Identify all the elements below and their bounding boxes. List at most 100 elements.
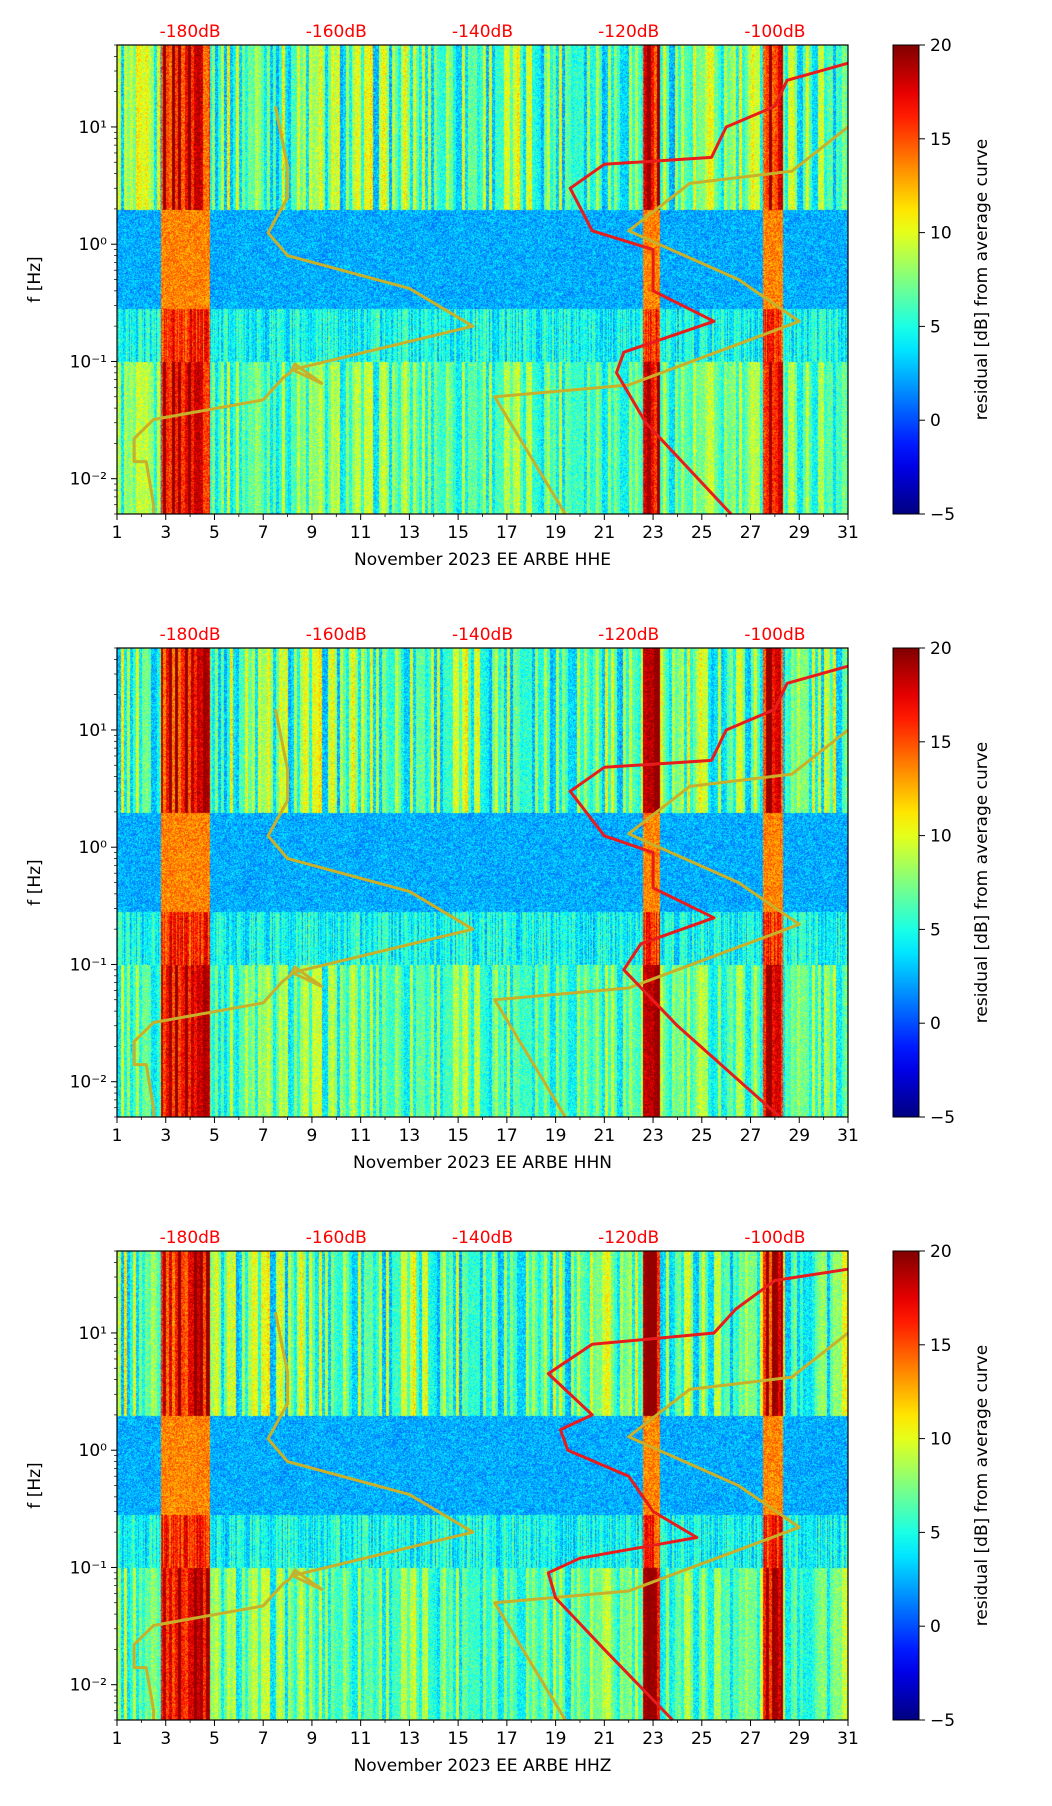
x-tick-label: 17	[496, 1729, 518, 1749]
colorbar-title: residual [dB] from average curve	[972, 139, 992, 420]
x-tick-label: 5	[209, 1729, 220, 1749]
x-tick-label: 25	[691, 1126, 713, 1146]
x-tick-label: 27	[740, 1729, 762, 1749]
curve-median-PSD	[568, 61, 849, 516]
y-tick-label: 10⁻¹	[70, 1558, 107, 1578]
x-tick-label: 27	[740, 523, 762, 543]
x-tick-label: 3	[160, 1126, 171, 1146]
curve-median-PSD	[546, 1267, 849, 1722]
db-scale-label: -100dB	[744, 22, 805, 42]
spectrogram-panel-hhz: 1 3 5 7 9 11 13 15 17 19 21 23 25 27 29 31 10⁻² 10⁻¹ 10⁰ 10…	[0, 1206, 1052, 1806]
x-axis-title: November 2023 EE ARBE HHN	[353, 1153, 612, 1173]
x-tick-label: 23	[642, 1126, 664, 1146]
spectrogram-image	[117, 45, 848, 514]
db-scale-label: -180dB	[160, 625, 221, 645]
x-tick-label: 29	[788, 523, 810, 543]
colorbar-tick-label: 0	[930, 1617, 941, 1637]
x-tick-label: 9	[307, 1126, 318, 1146]
db-scale-label: -140dB	[452, 1228, 513, 1248]
spectrogram-image	[117, 1251, 848, 1720]
x-tick-label: 1	[112, 523, 123, 543]
spectrogram-chart: 1 3 5 7 9 11 13 15 17 19 21 23 25 27 29 3110⁻²10⁻¹10⁰10…	[25, 625, 992, 1173]
colorbar-tick-label: 20	[930, 36, 952, 56]
colorbar-tick-label: 10	[930, 224, 952, 244]
spectrogram-chart: 1 3 5 7 9 11 13 15 17 19 21 23 25 27 29 3110⁻²10⁻¹10⁰10…	[25, 22, 992, 570]
y-axis-title: f [Hz]	[25, 256, 45, 302]
x-tick-label: 25	[691, 1729, 713, 1749]
x-tick-label: 23	[642, 1729, 664, 1749]
x-tick-label: 11	[350, 1729, 372, 1749]
colorbar-tick-label: 15	[930, 130, 952, 150]
spectrogram-panel-hhn: 1 3 5 7 9 11 13 15 17 19 21 23 25 27 29 31 10⁻² 10⁻¹ 10⁰ 10…	[0, 603, 1052, 1203]
y-axis-title: f [Hz]	[25, 859, 45, 905]
x-tick-label: 17	[496, 523, 518, 543]
x-tick-label: 13	[399, 1126, 421, 1146]
x-tick-label: 29	[788, 1126, 810, 1146]
y-tick-label: 10⁰	[79, 1441, 108, 1461]
x-tick-label: 1	[112, 1126, 123, 1146]
x-tick-label: 27	[740, 1126, 762, 1146]
db-scale-label: -160dB	[306, 22, 367, 42]
x-tick-label: 5	[209, 1126, 220, 1146]
db-scale-label: -140dB	[452, 22, 513, 42]
db-scale-label: -180dB	[160, 1228, 221, 1248]
x-tick-label: 11	[350, 523, 372, 543]
db-scale-label: -120dB	[598, 1228, 659, 1248]
y-axis-title: f [Hz]	[25, 1462, 45, 1508]
db-scale-label: -100dB	[744, 625, 805, 645]
curve-low-noise-model	[132, 106, 475, 514]
db-scale-label: -120dB	[598, 625, 659, 645]
x-tick-label: 11	[350, 1126, 372, 1146]
db-scale-label: -180dB	[160, 22, 221, 42]
colorbar-tick-label: 15	[930, 733, 952, 753]
x-axis-title: November 2023 EE ARBE HHE	[354, 550, 611, 570]
x-tick-label: 17	[496, 1126, 518, 1146]
x-tick-label: 9	[307, 523, 318, 543]
y-tick-label: 10⁻¹	[70, 352, 107, 372]
y-tick-label: 10⁻¹	[70, 955, 107, 975]
curve-high-noise-model	[493, 728, 849, 1118]
y-tick-label: 10¹	[79, 1324, 107, 1344]
x-tick-label: 7	[258, 523, 269, 543]
colorbar-tick-label: 0	[930, 411, 941, 431]
y-tick-label: 10⁻²	[70, 1073, 107, 1093]
x-tick-label: 15	[447, 1729, 469, 1749]
x-tick-label: 29	[788, 1729, 810, 1749]
curve-low-noise-model	[132, 709, 475, 1117]
x-tick-label: 21	[594, 1729, 616, 1749]
db-scale-label: -160dB	[306, 625, 367, 645]
db-scale-label: -160dB	[306, 1228, 367, 1248]
colorbar-tick-label: 20	[930, 1242, 952, 1262]
curve-median-PSD	[568, 664, 849, 1119]
x-tick-label: 15	[447, 1126, 469, 1146]
y-tick-label: 10⁻²	[70, 470, 107, 490]
spectrogram-image	[117, 648, 848, 1117]
x-tick-label: 19	[545, 523, 567, 543]
x-tick-label: 19	[545, 1729, 567, 1749]
x-tick-label: 21	[594, 1126, 616, 1146]
colorbar-tick-label: 5	[930, 317, 941, 337]
x-tick-label: 25	[691, 523, 713, 543]
spectrogram-panel-hhe: 1 3 5 7 9 11 13 15 17 19 21 23 25 27 29 31 10⁻² 10⁻¹ 10⁰ 10…	[0, 0, 1052, 600]
colorbar-title: residual [dB] from average curve	[972, 1345, 992, 1626]
colorbar	[892, 647, 920, 1118]
y-tick-label: 10¹	[79, 721, 107, 741]
y-tick-label: 10⁻²	[70, 1676, 107, 1696]
colorbar-tick-label: 10	[930, 1430, 952, 1450]
colorbar-title: residual [dB] from average curve	[972, 742, 992, 1023]
colorbar	[892, 44, 920, 515]
y-tick-label: 10¹	[79, 118, 107, 138]
x-tick-label: 19	[545, 1126, 567, 1146]
x-tick-label: 15	[447, 523, 469, 543]
x-tick-label: 1	[112, 1729, 123, 1749]
y-tick-label: 10⁰	[79, 235, 108, 255]
colorbar-tick-label: 20	[930, 639, 952, 659]
x-tick-label: 23	[642, 523, 664, 543]
x-tick-label: 31	[837, 1126, 859, 1146]
x-tick-label: 13	[399, 523, 421, 543]
x-tick-label: 7	[258, 1729, 269, 1749]
colorbar-tick-label: −5	[930, 1711, 955, 1731]
x-tick-label: 21	[594, 523, 616, 543]
curve-high-noise-model	[493, 125, 849, 515]
colorbar	[892, 1250, 920, 1721]
